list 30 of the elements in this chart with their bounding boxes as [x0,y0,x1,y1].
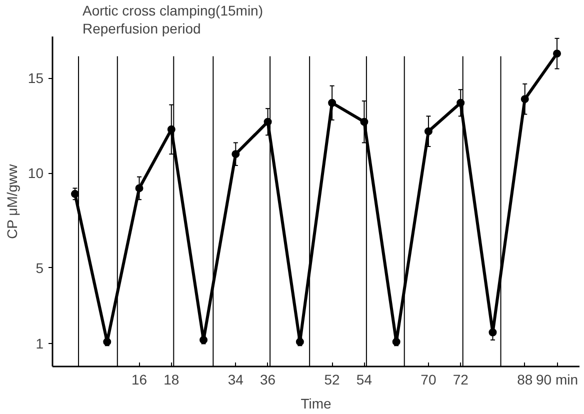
x-tick-label: 70 [420,372,436,388]
text: Aortic cross clamping(15min) [82,2,263,18]
point [232,150,240,158]
x-tick-label: 36 [260,372,276,388]
point [167,125,176,134]
y-tick-label: 1 [36,336,44,352]
point [328,98,336,107]
x-tick-label: 18 [164,372,180,388]
y-tick-label: 15 [28,70,44,86]
point [520,95,529,104]
text: Reperfusion period [82,20,201,36]
x-tick-label: 34 [228,372,244,388]
point [553,50,562,58]
x-tick-label: 16 [131,372,148,388]
point [70,190,79,198]
x-tick-label: 54 [356,372,372,388]
point [135,184,144,192]
x-tick-label: 88 [517,372,533,388]
x-tick-label: 72 [452,372,469,388]
point [424,127,432,136]
point [488,328,497,336]
y-tick-label: 5 [36,260,44,276]
x-tick-label: 52 [324,372,340,388]
y-axis-title: CP μM/gww [4,163,20,239]
x-axis-title: Time [300,396,332,412]
y-tick-label: 10 [28,165,44,182]
point [360,118,368,126]
point [264,118,272,126]
point [456,98,465,107]
x-tick-label: 90 min [536,372,578,388]
